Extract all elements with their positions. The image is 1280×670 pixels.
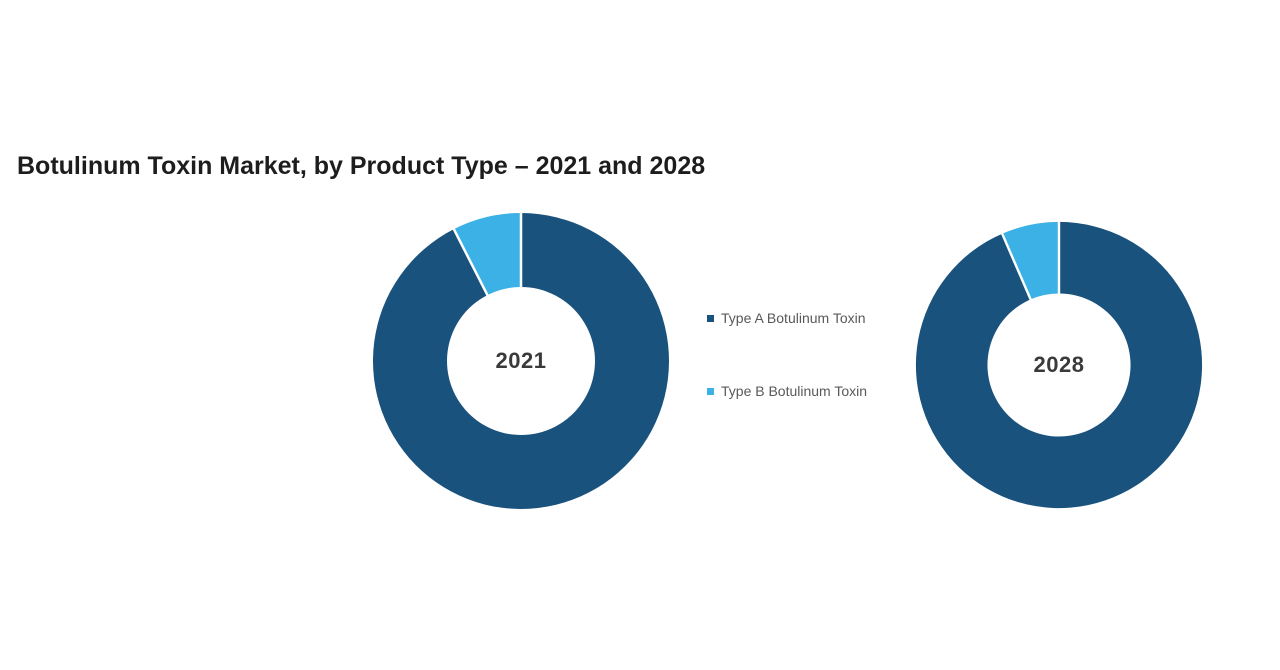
donut-2021-svg xyxy=(372,212,669,509)
legend-item-type-a: Type A Botulinum Toxin xyxy=(707,310,867,326)
slice-type-a-botulinum-toxin xyxy=(915,221,1203,509)
legend-item-type-b: Type B Botulinum Toxin xyxy=(707,383,867,399)
donut-2028-svg xyxy=(915,220,1203,509)
type-b-swatch-icon xyxy=(707,387,714,395)
type-a-swatch-icon xyxy=(707,314,714,322)
slice-type-b-botulinum-toxin xyxy=(453,213,521,296)
legend-label-type-b: Type B Botulinum Toxin xyxy=(721,383,868,399)
slice-type-b-botulinum-toxin xyxy=(1002,221,1059,300)
slice-type-a-botulinum-toxin xyxy=(372,213,669,509)
legend-label-type-a: Type A Botulinum Toxin xyxy=(721,310,866,326)
slice-separator xyxy=(452,227,489,297)
donut-chart-2028: 2028 xyxy=(914,220,1204,510)
legend: Type A Botulinum Toxin Type B Botulinum … xyxy=(707,310,867,399)
chart-title: Botulinum Toxin Market, by Product Type … xyxy=(17,152,706,180)
slice-separator xyxy=(1000,232,1033,301)
donut-chart-2021: 2021 xyxy=(371,211,671,511)
